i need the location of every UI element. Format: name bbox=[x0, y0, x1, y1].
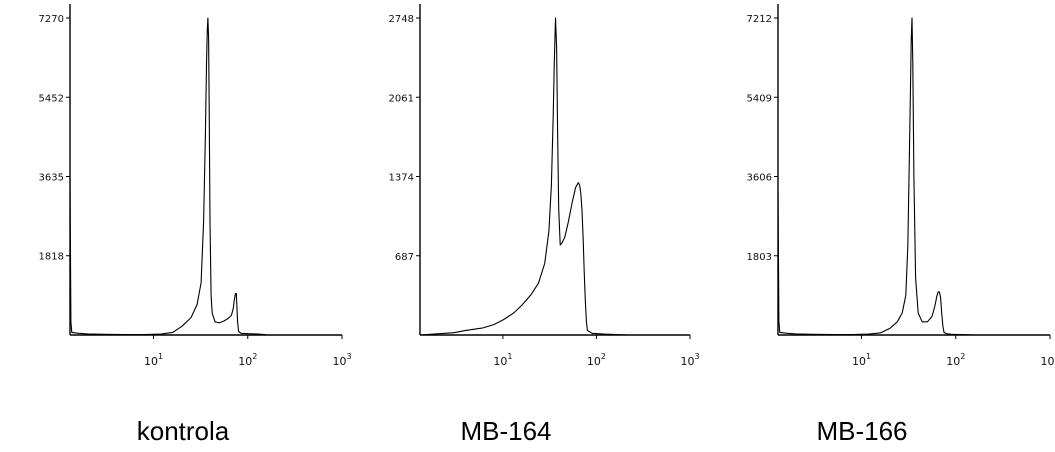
y-tick-label: 7212 bbox=[747, 14, 772, 25]
panel-caption: MB-164 bbox=[460, 416, 551, 446]
x-tick-label: 102 bbox=[587, 352, 606, 368]
y-tick-label: 5409 bbox=[747, 93, 772, 104]
histogram-curve bbox=[69, 17, 268, 336]
histogram-panel-mb-166: 1803360654097212101102103MB-166 bbox=[747, 4, 1055, 446]
y-tick-label: 3606 bbox=[747, 173, 772, 184]
x-tick-base: 10 bbox=[852, 355, 866, 368]
y-tick-label: 687 bbox=[395, 252, 414, 263]
x-tick-label: 103 bbox=[332, 352, 351, 368]
x-tick-label: 101 bbox=[852, 352, 871, 368]
x-tick-base: 10 bbox=[144, 355, 158, 368]
x-tick-exponent: 1 bbox=[507, 352, 512, 361]
x-tick-exponent: 1 bbox=[158, 352, 163, 361]
y-tick-label: 2748 bbox=[389, 14, 414, 25]
y-tick-label: 3635 bbox=[39, 173, 64, 184]
x-tick-exponent: 2 bbox=[960, 352, 965, 361]
x-tick-exponent: 2 bbox=[601, 352, 606, 361]
y-tick-label: 5452 bbox=[39, 93, 64, 104]
x-tick-label: 102 bbox=[238, 352, 257, 368]
x-tick-exponent: 3 bbox=[346, 352, 351, 361]
x-tick-base: 10 bbox=[238, 355, 252, 368]
x-tick-label: 103 bbox=[680, 352, 699, 368]
x-tick-base: 10 bbox=[946, 355, 960, 368]
y-tick-label: 1818 bbox=[39, 252, 64, 263]
y-tick-label: 1803 bbox=[747, 252, 772, 263]
panel-caption: MB-166 bbox=[816, 416, 907, 446]
x-tick-base: 10 bbox=[332, 355, 346, 368]
x-tick-base: 10 bbox=[1040, 355, 1054, 368]
y-tick-label: 7270 bbox=[39, 14, 64, 25]
y-tick-label: 2061 bbox=[389, 93, 414, 104]
x-tick-exponent: 1 bbox=[866, 352, 871, 361]
x-tick-label: 101 bbox=[144, 352, 163, 368]
x-tick-label: 102 bbox=[946, 352, 965, 368]
x-tick-label: 103 bbox=[1040, 352, 1055, 368]
x-tick-base: 10 bbox=[493, 355, 507, 368]
histogram-curve bbox=[419, 17, 629, 336]
y-tick-label: 1374 bbox=[389, 173, 414, 184]
x-tick-exponent: 2 bbox=[252, 352, 257, 361]
x-tick-label: 101 bbox=[493, 352, 512, 368]
histogram-curve bbox=[777, 17, 976, 336]
x-tick-base: 10 bbox=[587, 355, 601, 368]
x-tick-base: 10 bbox=[680, 355, 694, 368]
x-tick-exponent: 3 bbox=[694, 352, 699, 361]
panel-caption: kontrola bbox=[137, 416, 230, 446]
